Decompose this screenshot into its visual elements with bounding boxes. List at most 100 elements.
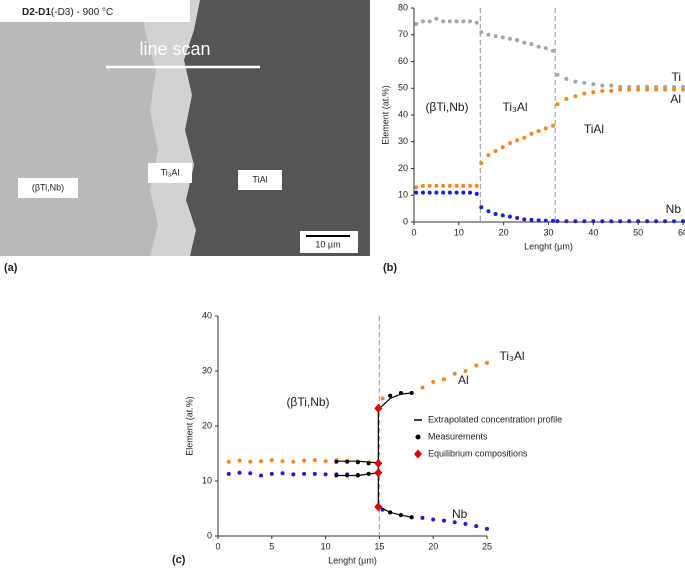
- marker: [269, 458, 274, 463]
- marker: [663, 87, 668, 92]
- marker: [291, 459, 296, 464]
- marker: [441, 190, 446, 195]
- marker: [529, 217, 534, 222]
- legend-label: Measurements: [428, 431, 488, 441]
- x-tick-label: 0: [411, 227, 416, 237]
- y-tick-label: 40: [202, 310, 212, 320]
- marker: [454, 183, 459, 188]
- marker: [486, 32, 491, 37]
- marker: [582, 91, 587, 96]
- marker: [280, 471, 285, 476]
- marker: [269, 471, 274, 476]
- marker: [500, 145, 505, 150]
- marker: [493, 211, 498, 216]
- marker: [355, 460, 360, 465]
- annotation: (βTi,Nb): [425, 100, 468, 114]
- marker: [409, 391, 414, 395]
- marker: [447, 183, 452, 188]
- marker: [573, 219, 578, 224]
- marker: [366, 471, 371, 476]
- marker: [454, 190, 459, 195]
- x-tick-label: 30: [543, 227, 553, 237]
- marker: [486, 209, 491, 214]
- marker: [654, 87, 659, 92]
- marker: [374, 458, 383, 468]
- y-tick-label: 10: [398, 190, 408, 200]
- marker: [663, 219, 668, 224]
- marker: [468, 183, 473, 188]
- label-box: [18, 178, 78, 198]
- marker: [454, 19, 459, 24]
- marker: [248, 471, 253, 476]
- marker: [550, 123, 555, 128]
- marker: [420, 19, 425, 24]
- y-tick-label: 10: [202, 475, 212, 485]
- marker: [474, 524, 479, 529]
- marker: [468, 19, 473, 24]
- series-label: Al: [458, 373, 469, 387]
- marker: [550, 48, 555, 53]
- marker: [618, 87, 623, 92]
- series-label: Nb: [452, 507, 468, 521]
- marker: [431, 380, 436, 384]
- y-axis-title: Element (at.%): [184, 396, 194, 456]
- marker: [522, 40, 527, 45]
- phase-label: TiAl: [252, 174, 267, 184]
- marker: [441, 518, 446, 523]
- label-box: [148, 163, 192, 183]
- marker: [474, 20, 479, 25]
- x-tick-label: 50: [633, 227, 643, 237]
- annotation: Ti₃Al: [499, 349, 524, 363]
- marker: [441, 377, 446, 382]
- marker: [237, 470, 242, 475]
- marker: [600, 219, 605, 224]
- x-axis-title: Lenght (µm): [524, 241, 573, 251]
- marker: [479, 205, 484, 210]
- title-box: [0, 0, 190, 22]
- marker: [654, 219, 659, 224]
- marker: [452, 371, 457, 376]
- profile-line: [336, 392, 412, 518]
- marker: [543, 126, 548, 131]
- marker: [486, 153, 491, 158]
- marker: [627, 87, 632, 92]
- marker: [522, 217, 527, 222]
- marker: [427, 183, 432, 188]
- marker: [493, 34, 498, 39]
- series-label: Ti: [671, 70, 681, 84]
- marker: [463, 369, 468, 373]
- marker: [427, 190, 432, 195]
- marker: [479, 161, 484, 166]
- marker: [447, 19, 452, 24]
- marker: [441, 19, 446, 24]
- marker: [582, 80, 587, 85]
- marker: [627, 219, 632, 224]
- marker: [259, 459, 264, 464]
- marker: [591, 82, 596, 87]
- marker: [248, 459, 253, 464]
- marker: [573, 94, 578, 99]
- legend-swatch: [414, 449, 422, 459]
- marker: [374, 403, 383, 413]
- y-tick-label: 70: [398, 29, 408, 39]
- marker: [345, 459, 350, 464]
- x-tick-label: 40: [588, 227, 598, 237]
- y-tick-label: 20: [202, 420, 212, 430]
- marker: [672, 219, 677, 224]
- marker: [388, 510, 393, 515]
- y-tick-label: 30: [398, 136, 408, 146]
- marker: [474, 191, 479, 196]
- marker: [259, 473, 264, 478]
- marker: [550, 218, 555, 223]
- marker: [529, 131, 534, 136]
- marker: [543, 218, 548, 223]
- marker: [414, 22, 419, 27]
- scale-label: 10 µm: [315, 239, 340, 249]
- x-tick-label: 10: [454, 227, 464, 237]
- marker: [600, 83, 605, 88]
- marker: [564, 96, 569, 101]
- phase-tial: [184, 0, 370, 256]
- x-tick-label: 20: [499, 227, 509, 237]
- marker: [636, 219, 641, 224]
